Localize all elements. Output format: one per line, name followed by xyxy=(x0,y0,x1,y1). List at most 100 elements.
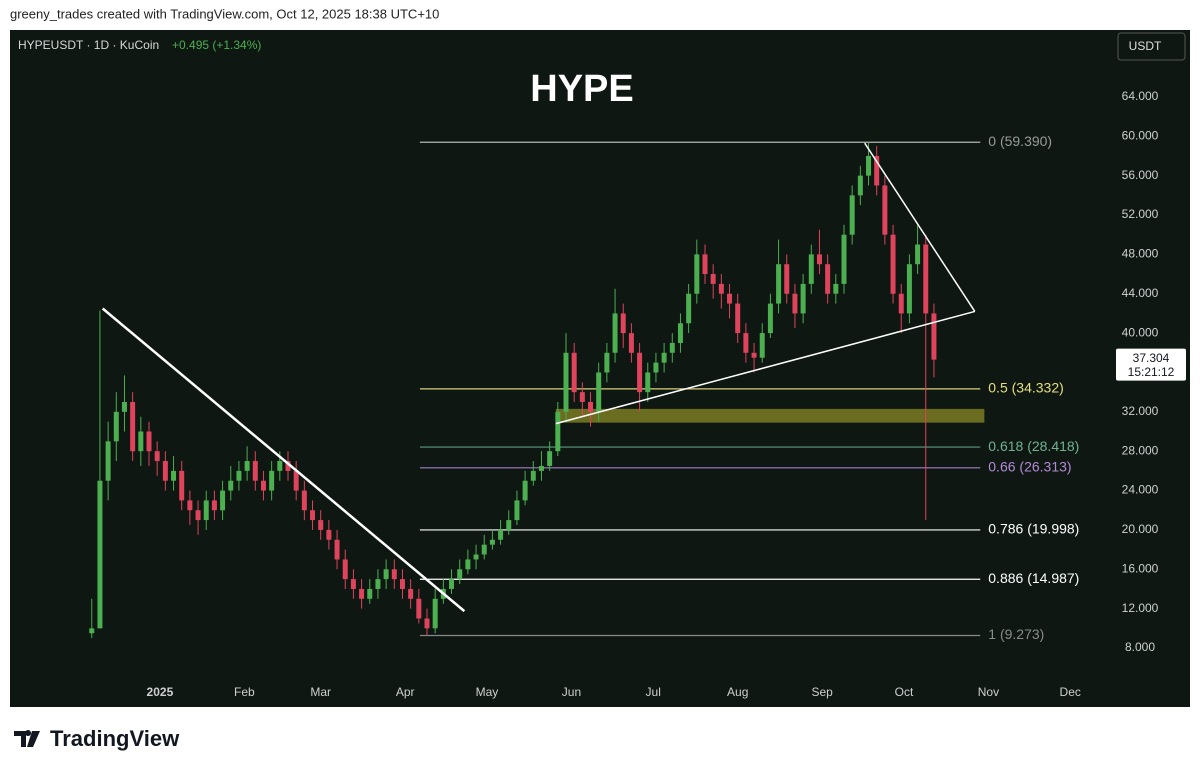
candle-body xyxy=(677,323,683,343)
candle-body xyxy=(416,598,422,619)
candle-body xyxy=(105,441,111,481)
currency-box[interactable] xyxy=(1117,32,1186,61)
candle-body xyxy=(530,470,536,481)
candle-body xyxy=(612,313,618,353)
fib-label: 0.5 (34.332) xyxy=(988,380,1064,396)
candle-body xyxy=(97,480,103,629)
candle-body xyxy=(686,293,692,324)
candle-body xyxy=(310,510,316,521)
y-tick-label: 48.000 xyxy=(1122,247,1159,261)
candle-body xyxy=(816,254,822,265)
x-tick-label: 2025 xyxy=(147,685,174,699)
candle-body xyxy=(187,500,193,511)
candle-body xyxy=(154,451,160,462)
candle-body xyxy=(236,470,242,481)
candle-body xyxy=(727,293,733,304)
candle-body xyxy=(408,588,414,599)
candle-body xyxy=(866,155,872,176)
change: +0.495 (+1.34%) xyxy=(172,38,261,52)
candle-body xyxy=(277,461,283,471)
x-tick-label: Apr xyxy=(396,685,415,699)
credit: greeny_trades created with TradingView.c… xyxy=(10,6,439,21)
countdown: 15:21:12 xyxy=(1128,365,1175,379)
candle-body xyxy=(547,451,553,466)
candle-body xyxy=(375,579,381,589)
candle-body xyxy=(898,293,904,314)
candle-body xyxy=(620,313,626,334)
candle-body xyxy=(179,470,185,501)
candle-body xyxy=(334,539,340,560)
candle-body xyxy=(767,303,773,334)
candle-body xyxy=(808,254,814,284)
fib-label: 0 (59.390) xyxy=(988,133,1052,149)
y-tick-label: 56.000 xyxy=(1122,168,1159,182)
candle-body xyxy=(89,628,95,634)
y-tick-label: 12.000 xyxy=(1122,601,1159,615)
candle-body xyxy=(301,490,307,511)
candle-body xyxy=(669,342,675,353)
y-tick-label: 44.000 xyxy=(1122,286,1159,300)
candle-body xyxy=(260,480,266,491)
candle-body xyxy=(563,352,569,412)
candle-body xyxy=(890,234,896,294)
candle-body xyxy=(138,431,144,452)
x-tick-label: Dec xyxy=(1060,685,1081,699)
candle-body xyxy=(113,411,119,442)
x-tick-label: Jul xyxy=(646,685,661,699)
candle-body xyxy=(849,195,855,235)
candle-body xyxy=(776,264,782,304)
candle-body xyxy=(800,283,806,314)
x-tick-label: Nov xyxy=(978,685,999,699)
candle-body xyxy=(203,500,209,521)
x-tick-label: Jun xyxy=(562,685,581,699)
candle-body xyxy=(906,264,912,314)
candle-body xyxy=(718,283,724,294)
candle-body xyxy=(342,559,348,580)
chart-bg xyxy=(10,30,1190,707)
candle-body xyxy=(171,470,177,481)
fib-label: 0.66 (26.313) xyxy=(988,459,1071,475)
x-tick-label: May xyxy=(476,685,499,699)
candle-body xyxy=(465,559,471,570)
candle-body xyxy=(653,362,659,373)
candle-body xyxy=(424,618,430,629)
candle-body xyxy=(391,569,397,580)
symbol: HYPEUSDT · 1D · KuCoin xyxy=(18,38,159,52)
fib-label: 1 (9.273) xyxy=(988,626,1044,642)
candle-body xyxy=(498,529,504,540)
x-tick-label: Oct xyxy=(895,685,914,699)
candle-body xyxy=(825,264,831,294)
x-tick-label: Sep xyxy=(812,685,834,699)
candle-body xyxy=(449,579,455,589)
candle-body xyxy=(252,461,258,481)
zone xyxy=(555,408,985,423)
candle-body xyxy=(383,569,389,580)
candle-body xyxy=(538,465,544,471)
candle-body xyxy=(604,352,610,373)
candle-body xyxy=(735,303,741,334)
x-tick-label: Feb xyxy=(234,685,255,699)
y-tick-label: 8.000 xyxy=(1125,640,1155,654)
y-tick-label: 20.000 xyxy=(1122,522,1159,536)
x-tick-label: Aug xyxy=(727,685,748,699)
candle-body xyxy=(522,480,528,501)
y-tick-label: 24.000 xyxy=(1122,483,1159,497)
trendline xyxy=(101,307,466,613)
candle-body xyxy=(489,539,495,545)
candle-body xyxy=(285,461,291,471)
candle-body xyxy=(571,352,577,393)
candle-body xyxy=(784,264,790,294)
candle-body xyxy=(228,480,234,491)
candle-body xyxy=(220,490,226,511)
candle-body xyxy=(710,274,716,284)
y-tick-label: 16.000 xyxy=(1122,561,1159,575)
candle-body xyxy=(318,520,324,530)
candle-body xyxy=(857,175,863,196)
candle-body xyxy=(457,569,463,580)
candle-body xyxy=(473,554,479,560)
candle-body xyxy=(637,352,643,393)
y-tick-label: 32.000 xyxy=(1122,404,1159,418)
y-tick-label: 60.000 xyxy=(1122,128,1159,142)
candle-body xyxy=(481,544,487,555)
candle-body xyxy=(506,520,512,530)
